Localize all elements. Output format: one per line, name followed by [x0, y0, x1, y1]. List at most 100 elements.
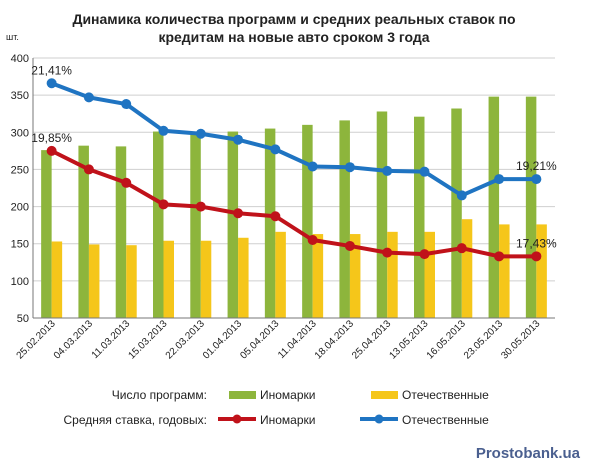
bar-foreign-10 — [414, 116, 425, 318]
point-domestic-9 — [382, 165, 393, 176]
legend-label-bar-foreign: Иномарки — [260, 388, 315, 402]
bar-foreign-5 — [227, 131, 239, 318]
x-tick-12: 23.05.2013 — [462, 318, 505, 361]
y-tick-150: 150 — [11, 239, 29, 251]
x-tick-13: 30.05.2013 — [499, 318, 542, 361]
y-tick-300: 300 — [11, 127, 29, 139]
legend: Число программ: Средняя ставка, годовых:… — [63, 388, 489, 427]
point-foreign-1 — [83, 164, 94, 175]
bar-domestic-13 — [536, 224, 547, 318]
bar-foreign-1 — [78, 145, 89, 318]
point-foreign-3 — [158, 199, 169, 210]
x-tick-4: 22.03.2013 — [164, 318, 207, 361]
point-foreign-12 — [494, 251, 505, 262]
y-tick-250: 250 — [11, 164, 29, 176]
chart-title: Динамика количества программ и средних р… — [72, 11, 515, 45]
x-tick-1: 04.03.2013 — [52, 318, 95, 361]
point-foreign-6 — [270, 211, 281, 222]
point-domestic-13 — [531, 174, 542, 185]
y-tick-50: 50 — [17, 313, 29, 325]
y-tick-400: 400 — [11, 53, 29, 65]
point-domestic-12 — [494, 174, 505, 185]
legend-swatch-bar-foreign — [229, 391, 256, 399]
point-foreign-5 — [233, 208, 244, 219]
point-foreign-13 — [531, 251, 542, 262]
legend-label-line-domestic: Отечественные — [402, 413, 489, 427]
y-tick-200: 200 — [11, 202, 29, 214]
point-domestic-6 — [270, 144, 281, 155]
x-tick-11: 16.05.2013 — [425, 318, 468, 361]
bar-domestic-8 — [349, 234, 361, 318]
watermark: Prostobank.ua — [476, 445, 581, 462]
bar-domestic-12 — [499, 224, 510, 318]
point-foreign-8 — [344, 240, 355, 251]
legend-marker-line-foreign — [232, 414, 242, 424]
legend-label-bar-domestic: Отечественные — [402, 388, 489, 402]
point-foreign-4 — [195, 201, 206, 212]
y-tick-350: 350 — [11, 90, 29, 102]
point-foreign-11 — [456, 243, 467, 254]
bar-foreign-2 — [115, 146, 127, 318]
data-label-3: 17,43% — [516, 236, 557, 250]
bar-foreign-11 — [451, 108, 462, 318]
point-domestic-3 — [158, 125, 169, 136]
line-series — [46, 78, 542, 262]
bar-foreign-4 — [190, 133, 201, 318]
line-domestic — [50, 81, 537, 198]
bar-domestic-7 — [312, 234, 324, 318]
point-foreign-9 — [382, 247, 393, 258]
point-foreign-2 — [121, 177, 132, 188]
point-domestic-7 — [307, 161, 318, 172]
point-foreign-0 — [46, 145, 57, 156]
bar-domestic-6 — [275, 231, 286, 318]
bar-domestic-10 — [424, 231, 435, 318]
x-axis-ticks: 25.02.201304.03.201311.03.201315.03.2013… — [15, 318, 543, 361]
x-tick-8: 18.04.2013 — [313, 318, 356, 361]
chart-title-line-2: кредитам на новые авто сроком 3 года — [158, 29, 429, 45]
bar-domestic-3 — [163, 240, 174, 318]
legend-bars-heading: Число программ: — [112, 388, 207, 402]
point-domestic-5 — [233, 134, 244, 145]
bar-foreign-6 — [264, 128, 276, 318]
bar-foreign-13 — [525, 96, 537, 318]
bar-domestic-2 — [126, 245, 137, 318]
bar-foreign-7 — [302, 124, 313, 318]
axes — [32, 58, 555, 319]
bar-foreign-8 — [339, 120, 350, 319]
data-label-0: 21,41% — [31, 63, 72, 77]
bar-foreign-12 — [488, 96, 500, 318]
point-foreign-7 — [307, 235, 318, 245]
bar-domestic-9 — [387, 231, 398, 318]
legend-swatch-bar-domestic — [371, 391, 398, 399]
y-axis-ticks: 50 100 150 200 250 300 350 400 — [11, 53, 29, 325]
y-axis-unit: шт. — [6, 32, 19, 42]
point-domestic-1 — [83, 92, 94, 103]
legend-marker-line-domestic — [374, 414, 384, 424]
bar-domestic-1 — [88, 244, 100, 318]
bar-series — [41, 96, 547, 319]
x-tick-5: 01.04.2013 — [201, 318, 244, 361]
legend-lines-heading: Средняя ставка, годовых: — [63, 413, 207, 427]
point-domestic-8 — [344, 162, 355, 173]
point-domestic-11 — [456, 190, 467, 201]
x-tick-10: 13.05.2013 — [387, 318, 430, 361]
point-foreign-10 — [419, 249, 430, 260]
data-label-1: 19,85% — [31, 131, 72, 145]
legend-label-line-foreign: Иномарки — [260, 413, 315, 427]
bar-domestic-11 — [461, 219, 473, 318]
bar-foreign-0 — [41, 150, 52, 318]
bar-domestic-0 — [51, 241, 63, 318]
bar-domestic-5 — [238, 237, 249, 318]
data-labels: 21,41% 19,85% 19,21% 17,43% — [31, 63, 557, 250]
bar-domestic-4 — [200, 240, 212, 318]
x-tick-9: 25.04.2013 — [350, 318, 393, 361]
chart-title-line-1: Динамика количества программ и средних р… — [72, 11, 515, 27]
bar-foreign-3 — [153, 131, 164, 318]
x-tick-6: 05.04.2013 — [238, 318, 281, 361]
data-label-2: 19,21% — [516, 159, 557, 173]
point-domestic-0 — [46, 78, 57, 89]
x-tick-3: 15.03.2013 — [126, 318, 169, 361]
point-domestic-4 — [195, 128, 206, 139]
y-tick-100: 100 — [11, 276, 29, 288]
point-domestic-10 — [419, 166, 430, 177]
